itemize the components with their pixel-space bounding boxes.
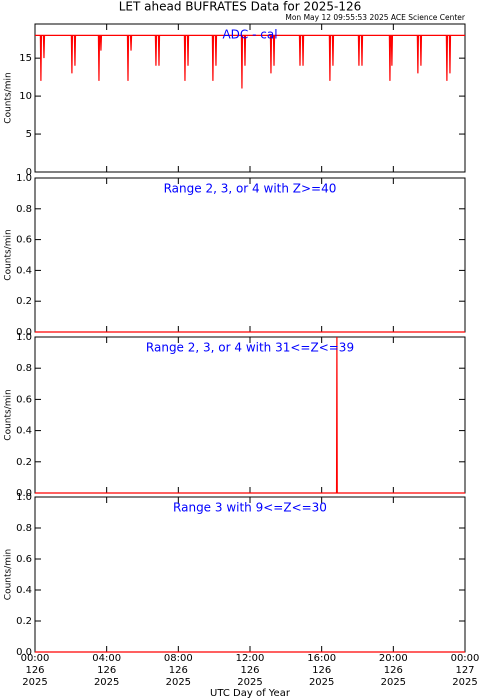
x-tick-day: 126 <box>384 665 403 676</box>
y-tick-label: 0.2 <box>16 296 32 307</box>
y-tick-label: 0.4 <box>16 585 32 596</box>
x-tick-day: 126 <box>169 665 188 676</box>
y-tick-label: 0.6 <box>16 554 32 565</box>
x-axis-label: UTC Day of Year <box>210 688 291 699</box>
x-tick-label: 00:00 <box>21 653 50 664</box>
y-axis-label: Counts/min <box>4 229 14 280</box>
panel-annotation: Range 2, 3, or 4 with 31<=Z<=39 <box>146 341 354 355</box>
y-tick-label: 0.8 <box>16 523 32 534</box>
x-tick-year: 2025 <box>381 677 406 688</box>
y-tick-label: 1.0 <box>16 332 32 343</box>
x-tick-year: 2025 <box>166 677 191 688</box>
plot-frame <box>34 336 466 494</box>
y-tick-label: 0.4 <box>16 426 32 437</box>
x-tick-year: 2025 <box>94 677 119 688</box>
timestamp: Mon May 12 09:55:53 2025 ACE Science Cen… <box>285 13 466 22</box>
plot-frame <box>34 496 466 653</box>
x-tick-year: 2025 <box>309 677 334 688</box>
y-tick-label: 1.0 <box>16 173 32 184</box>
x-tick-label: 08:00 <box>164 653 193 664</box>
y-tick-label: 0.4 <box>16 265 32 276</box>
y-tick-label: 15 <box>19 53 32 64</box>
y-tick-label: 0.0 <box>16 327 32 338</box>
x-tick-day: 127 <box>455 665 474 676</box>
chart-title: LET ahead BUFRATES Data for 2025-126 <box>119 0 361 14</box>
x-tick-label: 20:00 <box>379 653 408 664</box>
y-axis-label: Counts/min <box>4 549 14 600</box>
x-tick-day: 126 <box>25 665 44 676</box>
x-tick-year: 2025 <box>452 677 477 688</box>
x-tick-label: 00:00 <box>451 653 479 664</box>
panel-annotation: Range 3 with 9<=Z<=30 <box>173 501 327 515</box>
y-tick-label: 0.0 <box>16 488 32 499</box>
y-tick-label: 0.2 <box>16 457 32 468</box>
y-tick-label: 10 <box>19 91 32 102</box>
y-tick-label: 0.2 <box>16 616 32 627</box>
x-tick-year: 2025 <box>237 677 262 688</box>
y-tick-label: 0.6 <box>16 394 32 405</box>
data-line <box>35 336 465 494</box>
y-axis-label: Counts/min <box>4 389 14 440</box>
y-tick-label: 0.6 <box>16 235 32 246</box>
y-tick-label: 1.0 <box>16 492 32 503</box>
y-axis-label: Counts/min <box>4 72 14 123</box>
plot-frame <box>34 177 466 333</box>
y-tick-label: 0 <box>26 167 32 178</box>
y-tick-label: 0.8 <box>16 204 32 215</box>
x-tick-day: 126 <box>240 665 259 676</box>
x-tick-year: 2025 <box>22 677 47 688</box>
y-tick-label: 0.0 <box>16 647 32 658</box>
y-tick-label: 5 <box>26 129 32 140</box>
x-tick-day: 126 <box>312 665 331 676</box>
panel-annotation: Range 2, 3, or 4 with Z>=40 <box>164 182 337 196</box>
x-tick-label: 04:00 <box>92 653 121 664</box>
panel-annotation: ADC - cal <box>222 28 277 42</box>
y-tick-label: 0.8 <box>16 363 32 374</box>
x-tick-label: 16:00 <box>307 653 336 664</box>
x-tick-day: 126 <box>97 665 116 676</box>
data-line <box>35 34 465 89</box>
x-tick-label: 12:00 <box>236 653 265 664</box>
